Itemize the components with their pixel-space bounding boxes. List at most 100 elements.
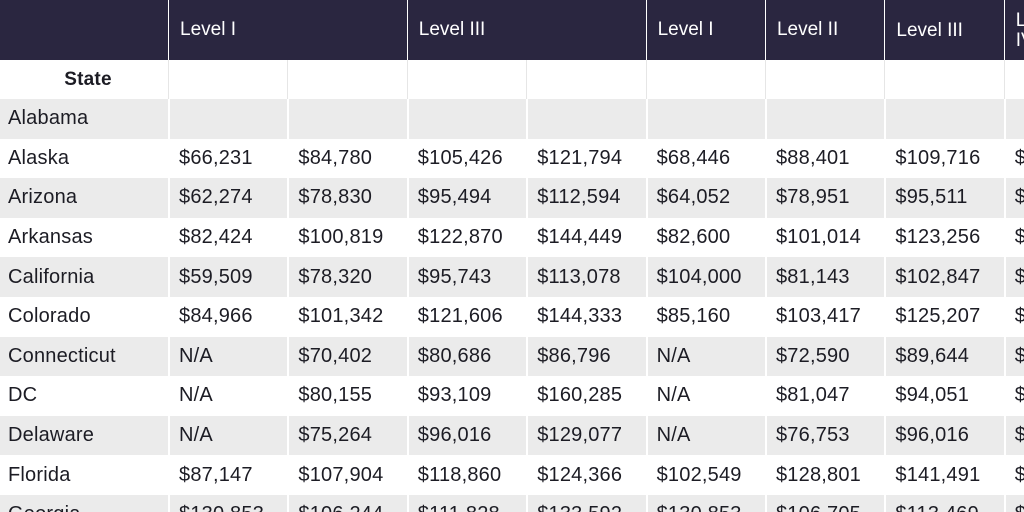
salary-cell: $84,966 xyxy=(168,296,288,337)
state-cell: Alaska xyxy=(0,138,168,179)
salary-cell: $95,743 xyxy=(406,257,527,297)
salary-cell: $130,853 xyxy=(168,494,288,512)
salary-cell: $133,592 xyxy=(526,494,646,512)
salary-cell: $102,549 xyxy=(645,455,765,495)
salary-cell: $70,402 xyxy=(287,336,407,377)
state-cell: DC xyxy=(0,376,168,416)
salary-cell: $106,705 xyxy=(764,494,885,512)
salary-cell: $80,686 xyxy=(406,336,527,377)
salary-cell: $76,753 xyxy=(764,415,885,456)
salary-cell: $ xyxy=(1003,415,1024,456)
header-row: Level I Level III Level I Level II Level… xyxy=(0,0,1024,60)
salary-cell: $ xyxy=(1003,296,1024,337)
state-cell: Georgia xyxy=(0,494,168,512)
salary-cell: $66,231 xyxy=(168,138,288,179)
salary-cell: $144,333 xyxy=(526,296,646,337)
salary-cell: N/A xyxy=(168,376,288,416)
salary-cell: N/A xyxy=(645,376,765,416)
salary-cell xyxy=(287,99,407,139)
salary-cell: $75,264 xyxy=(287,415,407,456)
salary-cell: $100,819 xyxy=(287,217,407,258)
salary-cell: $123,256 xyxy=(884,217,1004,258)
salary-cell: $104,000 xyxy=(645,257,765,297)
salary-cell: $128,801 xyxy=(764,455,885,495)
salary-cell: $85,160 xyxy=(645,296,765,337)
salary-cell: $ xyxy=(1003,455,1024,495)
salary-cell: $130,853 xyxy=(645,494,765,512)
salary-cell: N/A xyxy=(168,336,288,377)
salary-cell: $ xyxy=(1003,178,1024,218)
salary-cell: $125,207 xyxy=(884,296,1004,337)
salary-cell xyxy=(645,99,765,139)
header-level-ii: Level II xyxy=(764,0,885,60)
salary-cell: $144,449 xyxy=(526,217,646,258)
salary-cell: $105,426 xyxy=(406,138,527,179)
table-row: Connecticut N/A $70,402 $80,686 $86,796 N/A $7… xyxy=(0,336,1024,377)
salary-cell: $84,780 xyxy=(287,138,407,179)
salary-cell: $121,794 xyxy=(526,138,646,179)
state-column-label: State xyxy=(0,60,168,99)
table-row: California $59,509 $78,320 $95,743 $113,078 $… xyxy=(0,257,1024,297)
table-row: Florida $87,147 $107,904 $118,860 $124,366 $1… xyxy=(0,455,1024,495)
state-cell: Arizona xyxy=(0,178,168,218)
salary-cell: $59,509 xyxy=(168,257,288,297)
salary-cell: $78,320 xyxy=(287,257,407,297)
header-blank xyxy=(0,0,168,60)
salary-cell: $ xyxy=(1003,336,1024,377)
table-row: Delaware N/A $75,264 $96,016 $129,077 N/A $76,… xyxy=(0,415,1024,456)
salary-cell xyxy=(168,99,288,139)
salary-cell: $95,511 xyxy=(884,178,1004,218)
salary-cell: $80,155 xyxy=(287,376,407,416)
salary-cell: $64,052 xyxy=(645,178,765,218)
salary-cell: $122,870 xyxy=(406,217,527,258)
salary-cell: $113,469 xyxy=(884,494,1004,512)
table-row: Alaska $66,231 $84,780 $105,426 $121,794 $68,… xyxy=(0,138,1024,179)
salary-cell: $160,285 xyxy=(526,376,646,416)
state-cell: Alabama xyxy=(0,99,168,139)
salary-cell xyxy=(1003,99,1024,139)
header-level-iv: Level IV xyxy=(1003,0,1024,60)
header-level-i-b: Level I xyxy=(645,0,765,60)
salary-cell: $141,491 xyxy=(884,455,1004,495)
salary-cell: $78,830 xyxy=(287,178,407,218)
salary-cell: $72,590 xyxy=(764,336,885,377)
salary-cell: $113,078 xyxy=(526,257,646,297)
salary-cell: $124,366 xyxy=(526,455,646,495)
salary-cell: $112,594 xyxy=(526,178,646,218)
salary-cell: $102,847 xyxy=(884,257,1004,297)
salary-cell: $ xyxy=(1003,494,1024,512)
state-cell: Florida xyxy=(0,455,168,495)
salary-cell: $86,796 xyxy=(526,336,646,377)
salary-cell: $95,494 xyxy=(406,178,527,218)
salary-cell: $82,600 xyxy=(645,217,765,258)
salary-cell: $ xyxy=(1003,257,1024,297)
salary-cell: $68,446 xyxy=(645,138,765,179)
state-cell: Connecticut xyxy=(0,336,168,377)
table-row: Alabama xyxy=(0,99,1024,139)
salary-cell: $118,860 xyxy=(406,455,527,495)
header-level-iii: Level III xyxy=(406,0,646,60)
salary-cell: $96,016 xyxy=(406,415,527,456)
state-cell: California xyxy=(0,257,168,297)
state-cell: Colorado xyxy=(0,296,168,337)
salary-cell xyxy=(406,99,527,139)
salary-cell: $107,904 xyxy=(287,455,407,495)
salary-cell: $78,951 xyxy=(764,178,885,218)
salary-cell: $87,147 xyxy=(168,455,288,495)
salary-cell: $101,014 xyxy=(764,217,885,258)
salary-cell: N/A xyxy=(645,336,765,377)
salary-cell: $103,417 xyxy=(764,296,885,337)
state-cell: Arkansas xyxy=(0,217,168,258)
header-level-iii-b: Level III xyxy=(884,0,1004,60)
salary-cell: N/A xyxy=(645,415,765,456)
state-cell: Delaware xyxy=(0,415,168,456)
salary-cell: $101,342 xyxy=(287,296,407,337)
salary-cell: $81,047 xyxy=(764,376,885,416)
subheader-row: State xyxy=(0,60,1024,99)
salary-cell: $ xyxy=(1003,217,1024,258)
table-row: DC N/A $80,155 $93,109 $160,285 N/A $81,047 $94… xyxy=(0,376,1024,416)
salary-cell: N/A xyxy=(168,415,288,456)
salary-cell: $111,828 xyxy=(406,494,527,512)
